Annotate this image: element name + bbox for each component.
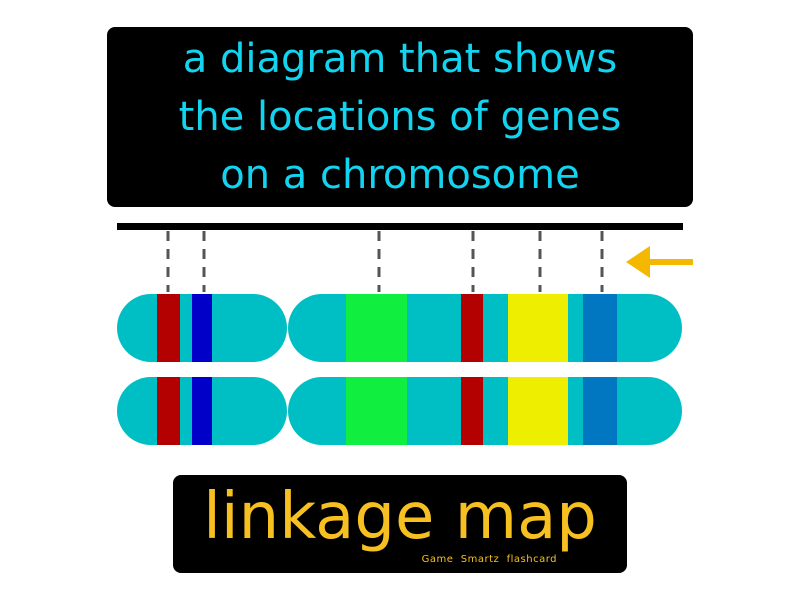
brand-label: Game Smartz flashcard bbox=[421, 554, 557, 565]
gene-band-red bbox=[157, 377, 180, 445]
gene-band-yellow bbox=[508, 377, 568, 445]
left-arrow-icon bbox=[626, 246, 693, 278]
definition-text: a diagram that shows the locations of ge… bbox=[178, 36, 622, 198]
definition-box: a diagram that shows the locations of ge… bbox=[107, 27, 693, 207]
gene-band-navy bbox=[192, 294, 212, 362]
gene-band-red bbox=[461, 294, 483, 362]
chromosome-top-right-arm bbox=[288, 294, 682, 362]
gene-band-yellow bbox=[508, 294, 568, 362]
gene-band-green bbox=[346, 294, 407, 362]
gene-band-red bbox=[157, 294, 180, 362]
gene-band-blue bbox=[583, 377, 617, 445]
chromosome-bottom-left-arm bbox=[117, 377, 287, 445]
gene-band-navy bbox=[192, 377, 212, 445]
chromosome-bottom-right-arm bbox=[288, 377, 682, 445]
term-box: linkage map Game Smartz flashcard bbox=[173, 475, 627, 573]
gene-band-green bbox=[346, 377, 407, 445]
map-line bbox=[117, 223, 683, 230]
gene-band-blue bbox=[583, 294, 617, 362]
chromosome-top-left-arm bbox=[117, 294, 287, 362]
gene-band-red bbox=[461, 377, 483, 445]
term-title: linkage map bbox=[203, 480, 597, 554]
